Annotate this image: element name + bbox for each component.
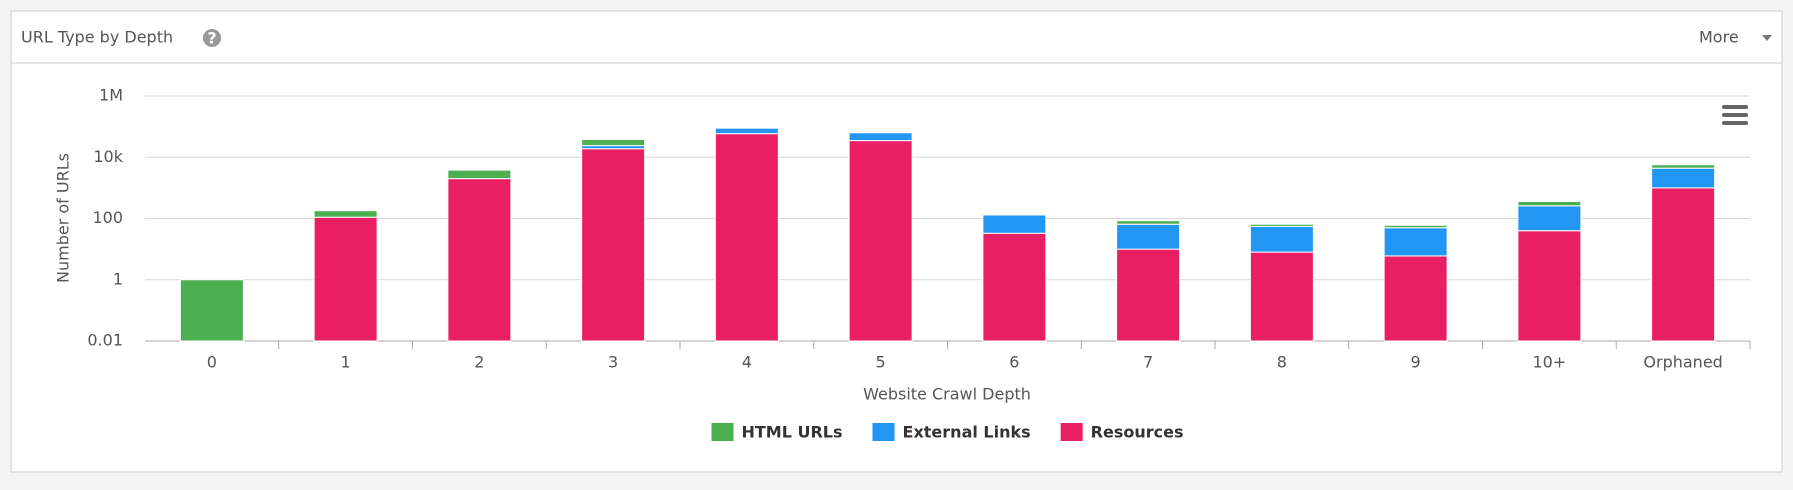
bar-segment <box>714 127 779 135</box>
bar-segment <box>313 210 378 218</box>
help-icon[interactable] <box>203 29 221 47</box>
bar-segment <box>581 148 646 342</box>
y-tick-label: 0.01 <box>87 331 123 350</box>
x-tick-label: 9 <box>1411 353 1421 372</box>
menu-bar <box>1722 121 1748 125</box>
bar-segment <box>1116 220 1181 225</box>
bar-segment <box>1517 205 1582 232</box>
legend-label[interactable]: External Links <box>903 423 1031 442</box>
bar-segment <box>1249 251 1314 342</box>
legend-swatch[interactable] <box>1060 423 1083 441</box>
x-tick-label: 6 <box>1009 353 1019 372</box>
bar-segment <box>1517 200 1582 207</box>
bar-segment <box>1249 225 1314 253</box>
legend-label[interactable]: HTML URLs <box>742 423 843 442</box>
bar-segment <box>179 279 244 342</box>
bar-segment <box>848 132 913 142</box>
bar-segment <box>848 140 913 342</box>
bar-segment <box>1651 187 1716 342</box>
y-tick-label: 1 <box>113 269 123 288</box>
bar-segment <box>1383 227 1448 257</box>
y-axis-title: Number of URLs <box>54 153 73 283</box>
x-tick-label: 4 <box>742 353 752 372</box>
bar-segment <box>313 216 378 342</box>
bar-segment <box>982 232 1047 342</box>
x-tick-label: 2 <box>474 353 484 372</box>
bar-segment <box>447 178 512 342</box>
more-menu[interactable]: More <box>1699 28 1739 47</box>
x-tick-label: 5 <box>876 353 886 372</box>
chart-menu-button[interactable] <box>1722 105 1748 125</box>
bar-segment <box>1116 223 1181 250</box>
help-icon-glyph: ? <box>207 29 216 48</box>
x-tick-label: 3 <box>608 353 618 372</box>
bar-segment <box>1383 224 1448 229</box>
bar-segment <box>982 214 1047 234</box>
bar-segment <box>447 169 512 180</box>
bar-segment <box>1249 223 1314 227</box>
legend-swatch[interactable] <box>711 423 734 441</box>
legend-swatch[interactable] <box>872 423 895 441</box>
y-tick-label: 100 <box>92 208 123 227</box>
bar-segment <box>714 133 779 342</box>
x-tick-label: 10+ <box>1532 353 1566 372</box>
x-tick-label: 8 <box>1277 353 1287 372</box>
y-tick-label: 10k <box>93 147 123 166</box>
x-tick-label: 0 <box>207 353 217 372</box>
menu-bar <box>1722 105 1748 109</box>
bar-segment <box>1651 164 1716 169</box>
x-tick-label: Orphaned <box>1643 353 1722 372</box>
x-tick-label: 1 <box>341 353 351 372</box>
y-tick-label: 1M <box>99 86 123 105</box>
bar-segment <box>1651 167 1716 189</box>
more-caret[interactable] <box>1762 35 1772 41</box>
legend-label[interactable]: Resources <box>1091 423 1184 442</box>
x-tick-label: 7 <box>1143 353 1153 372</box>
bar-segment <box>1517 230 1582 342</box>
chart-title: URL Type by Depth <box>21 28 173 47</box>
menu-bar <box>1722 113 1748 117</box>
bar-segment <box>1383 255 1448 342</box>
bar-segment <box>1116 248 1181 342</box>
x-axis-title: Website Crawl Depth <box>863 385 1031 404</box>
bar-segment <box>581 138 646 147</box>
